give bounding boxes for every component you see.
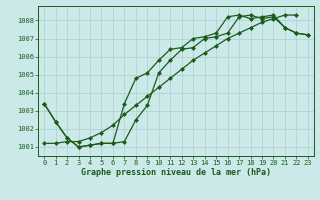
X-axis label: Graphe pression niveau de la mer (hPa): Graphe pression niveau de la mer (hPa): [81, 168, 271, 177]
